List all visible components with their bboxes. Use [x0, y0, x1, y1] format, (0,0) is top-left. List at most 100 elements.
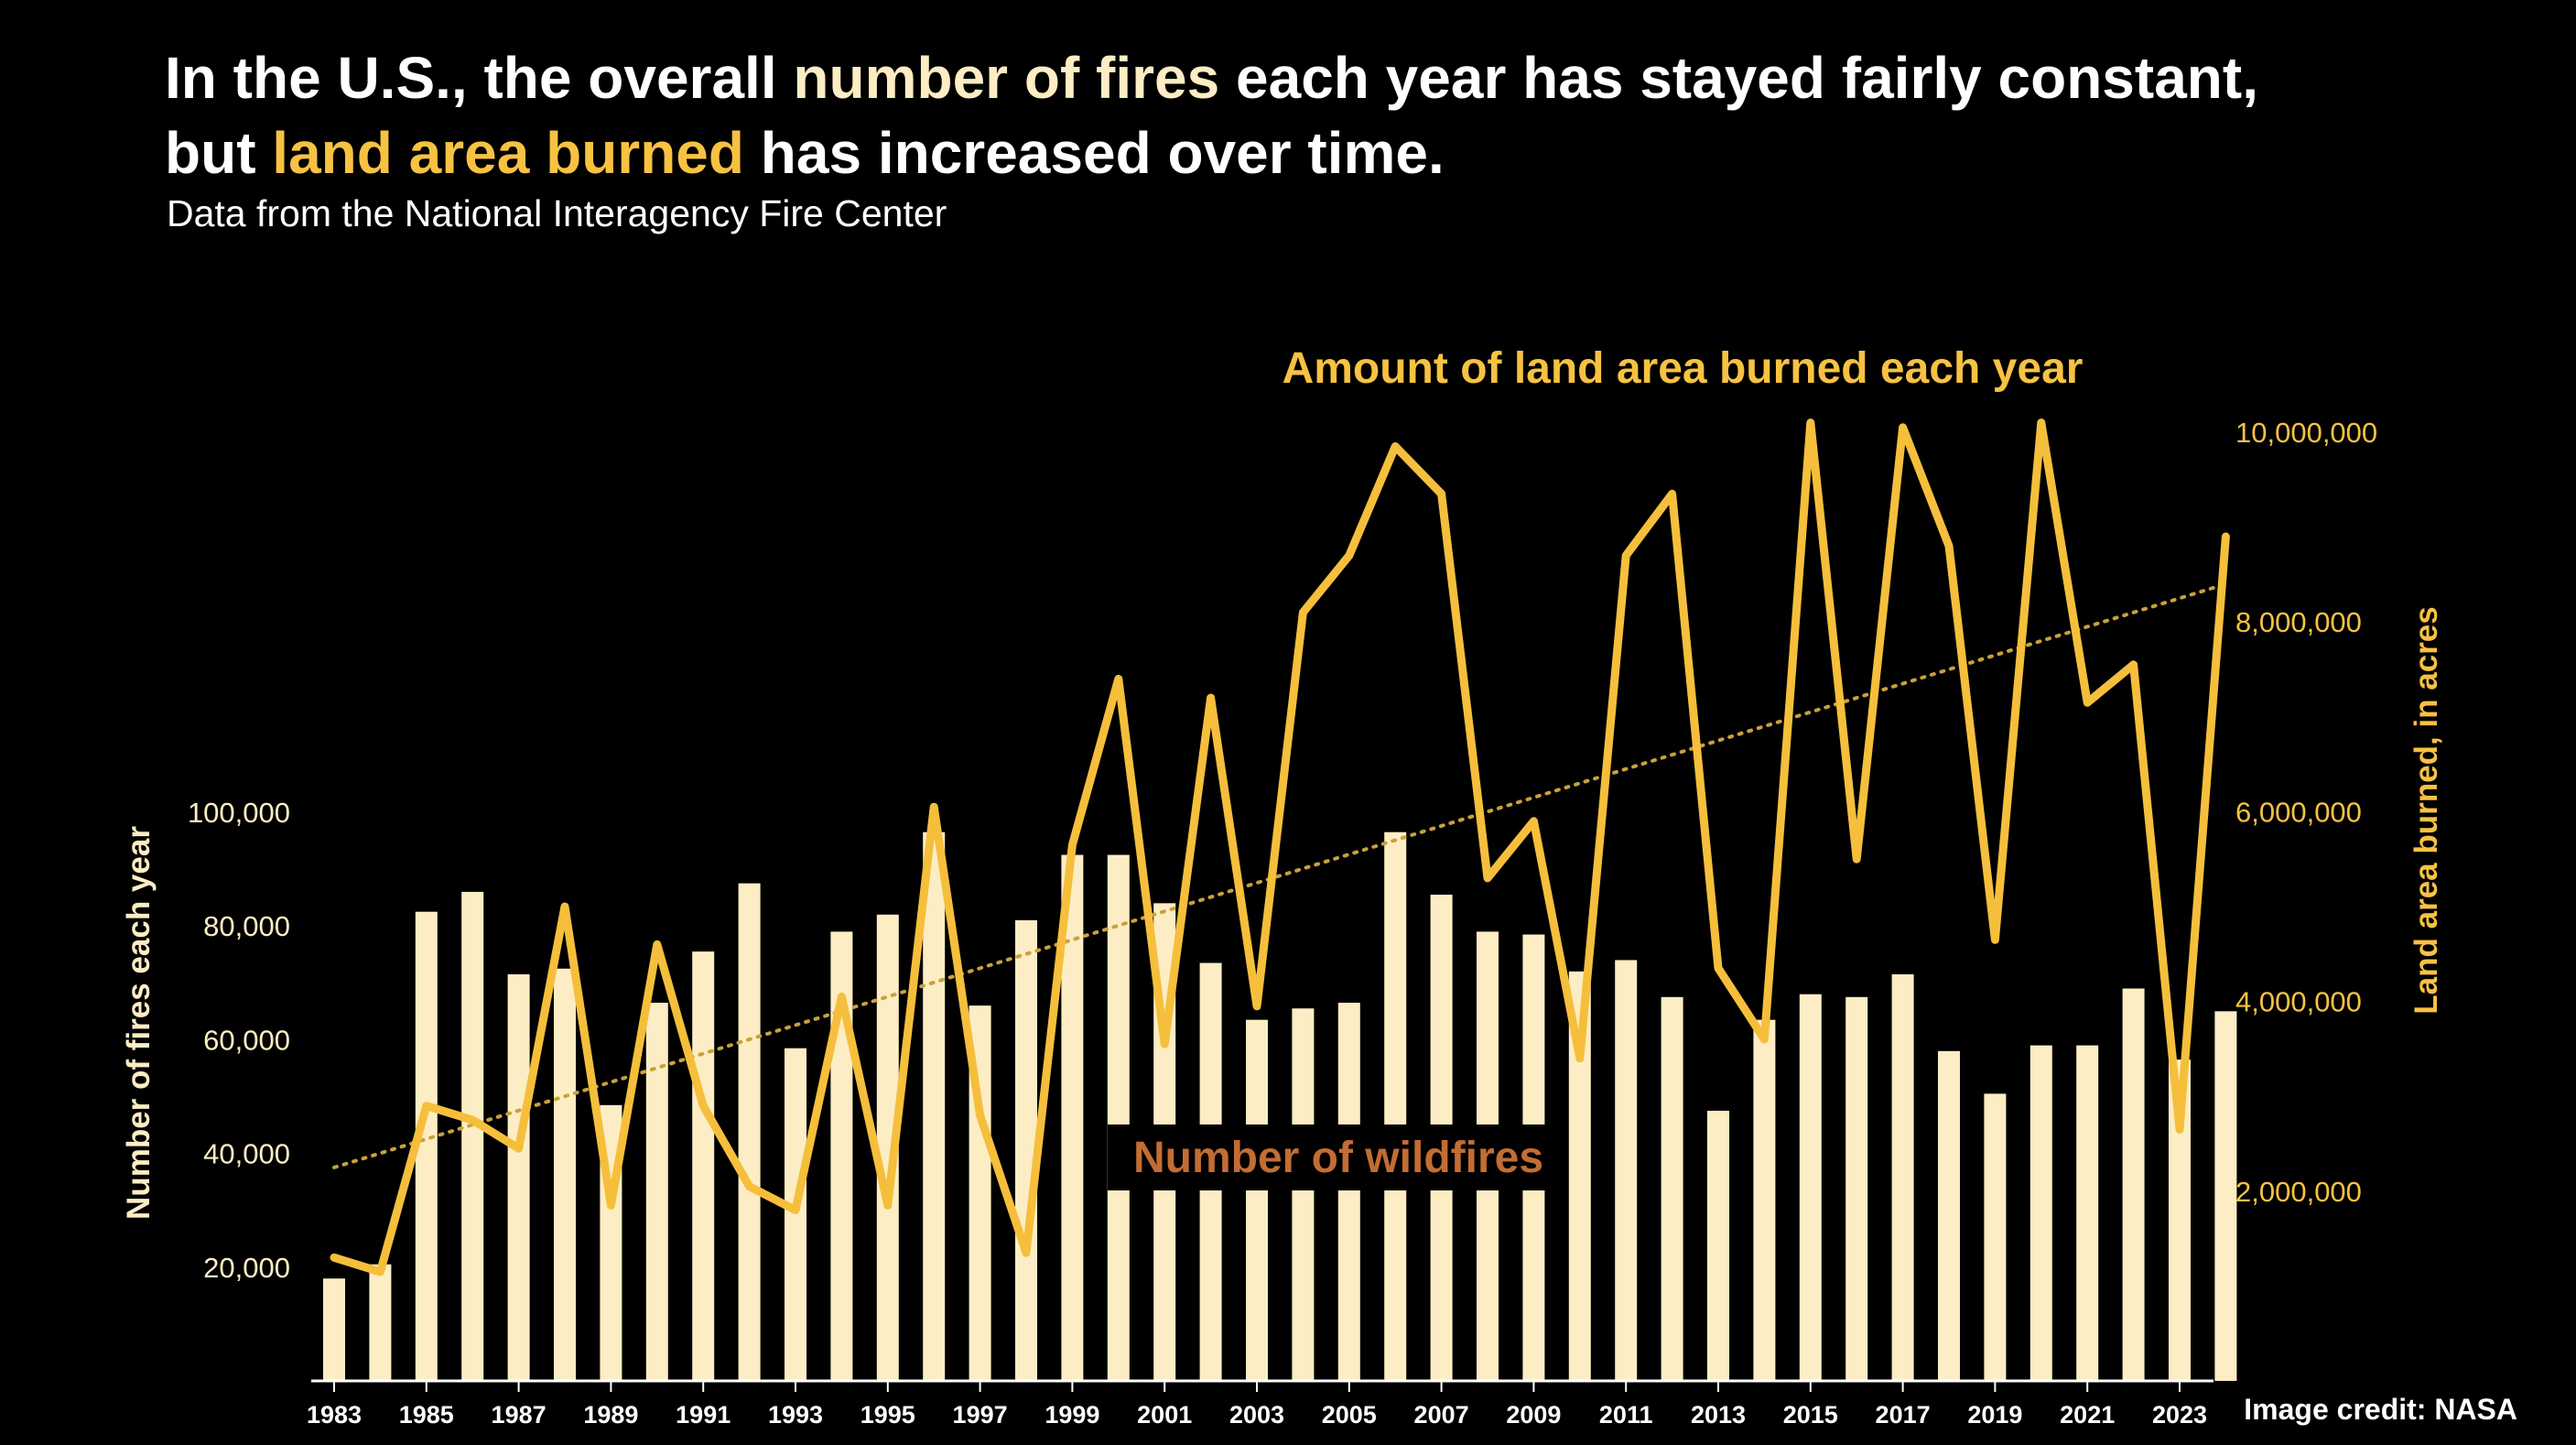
bar-2020: [2029, 1045, 2052, 1381]
bar-1988: [554, 968, 576, 1381]
line-point-2003: [1254, 1003, 1260, 1009]
x-tick-label: 2017: [1876, 1401, 1931, 1429]
x-tick-label: 2011: [1599, 1401, 1653, 1429]
bar-label-backdrop: [1108, 1124, 1565, 1190]
title-text: but: [165, 120, 273, 186]
line-point-2002: [1207, 695, 1214, 701]
left-tick-label: 20,000: [203, 1252, 290, 1284]
x-tick-label: 2013: [1691, 1401, 1746, 1429]
line-point-1992: [746, 1183, 752, 1190]
bar-2014: [1753, 1019, 1776, 1381]
line-point-1991: [700, 1103, 707, 1109]
bar-1983: [323, 1278, 345, 1381]
x-tick-label: 2003: [1229, 1401, 1284, 1429]
bar-series-label: Number of wildfires: [1133, 1134, 1543, 1182]
bar-2000: [1107, 854, 1130, 1381]
bar-2018: [1938, 1050, 1960, 1381]
title-text: each year has stayed fairly constant,: [1219, 45, 2258, 111]
x-tick-label: 1997: [953, 1401, 1008, 1429]
left-axis-title: Number of fires each year: [121, 826, 157, 1220]
title-text: has increased over time.: [743, 120, 1445, 186]
line-point-1994: [839, 994, 845, 1000]
line-point-2021: [2084, 700, 2091, 706]
line-point-2023: [2177, 1126, 2182, 1133]
line-point-2019: [1992, 937, 1998, 943]
line-point-2005: [1346, 552, 1352, 559]
bar-1998: [1015, 919, 1037, 1381]
bar-2012: [1661, 996, 1683, 1381]
x-tick-label: 1999: [1044, 1401, 1099, 1429]
left-tick-label: 60,000: [203, 1024, 290, 1056]
line-point-1993: [793, 1207, 798, 1213]
line-point-2004: [1300, 609, 1306, 615]
line-point-2014: [1761, 1037, 1768, 1043]
bar-2024: [2214, 1011, 2237, 1381]
line-point-1990: [654, 941, 660, 948]
bar-1992: [738, 883, 761, 1381]
left-tick-label: 80,000: [203, 910, 290, 942]
line-point-1987: [515, 1146, 522, 1152]
points-group: [331, 419, 2229, 1275]
bar-1996: [923, 831, 946, 1381]
right-tick-label: 6,000,000: [2235, 796, 2362, 828]
trend-line: [332, 581, 2228, 1169]
bar-2016: [1845, 996, 1868, 1381]
line-point-2017: [1900, 424, 1906, 430]
x-tick-label: 1987: [492, 1401, 547, 1429]
bar-1993: [785, 1048, 806, 1381]
line-point-1985: [423, 1103, 429, 1109]
line-point-2007: [1438, 491, 1445, 497]
x-tick-label: 1995: [860, 1401, 915, 1429]
left-tick-label: 40,000: [203, 1138, 290, 1170]
line-point-2024: [2223, 533, 2229, 539]
right-tick-label: 4,000,000: [2235, 986, 2362, 1018]
line-point-2001: [1162, 1041, 1168, 1048]
line-point-1983: [331, 1255, 337, 1261]
x-tick-label: 2009: [1506, 1401, 1561, 1429]
bar-2017: [1891, 973, 1914, 1381]
right-tick-label: 10,000,000: [2235, 417, 2377, 449]
line-point-1997: [977, 1112, 983, 1118]
bar-1990: [645, 1003, 668, 1381]
line-group: [330, 418, 2230, 1277]
x-tick-label: 1989: [583, 1401, 638, 1429]
bar-2015: [1799, 994, 1822, 1381]
bar-1987: [507, 973, 530, 1381]
x-tick-label: 2001: [1137, 1401, 1192, 1429]
line-point-2009: [1531, 818, 1537, 824]
x-tick-label: 2007: [1414, 1401, 1469, 1429]
line-point-2020: [2038, 419, 2044, 426]
bars-group: [323, 831, 2237, 1381]
bar-1986: [461, 891, 484, 1381]
x-tick-label: 1985: [399, 1401, 454, 1429]
title-highlight-fires: number of fires: [793, 45, 1220, 111]
image-credit: Image credit: NASA: [2244, 1393, 2517, 1426]
line-point-1984: [377, 1268, 384, 1275]
right-axis-title: Land area burned, in acres: [2408, 606, 2444, 1014]
line-point-1996: [931, 804, 937, 810]
x-tick-label: 1983: [307, 1401, 362, 1429]
x-tick-label: 2021: [2060, 1401, 2115, 1429]
line-point-1995: [884, 1202, 891, 1209]
bar-2019: [1984, 1093, 2007, 1381]
line-series-label: Amount of land area burned each year: [1283, 344, 2084, 393]
title-text: In the U.S., the overall: [165, 45, 794, 111]
bar-2004: [1292, 1008, 1315, 1381]
bar-2005: [1337, 1003, 1360, 1381]
title-highlight-area: land area burned: [272, 120, 744, 186]
bar-2006: [1384, 831, 1407, 1381]
line-point-2008: [1485, 875, 1490, 881]
x-tick-label: 2015: [1783, 1401, 1838, 1429]
axes-group: 1983 1985 1987 1989 1991 1993 1995 1997 1999 2001…: [121, 417, 2444, 1429]
bar-2011: [1615, 960, 1638, 1381]
x-tick-label: 1993: [768, 1401, 823, 1429]
x-tick-label: 2023: [2152, 1401, 2207, 1429]
right-tick-label: 8,000,000: [2235, 606, 2362, 638]
line-point-2011: [1623, 552, 1629, 559]
bar-1991: [692, 951, 715, 1381]
x-tick-label: 2019: [1967, 1401, 2022, 1429]
line-point-2000: [1115, 676, 1121, 682]
bar-2022: [2122, 988, 2145, 1381]
annotations-group: Amount of land area burned each year Numb…: [1108, 344, 2083, 1190]
